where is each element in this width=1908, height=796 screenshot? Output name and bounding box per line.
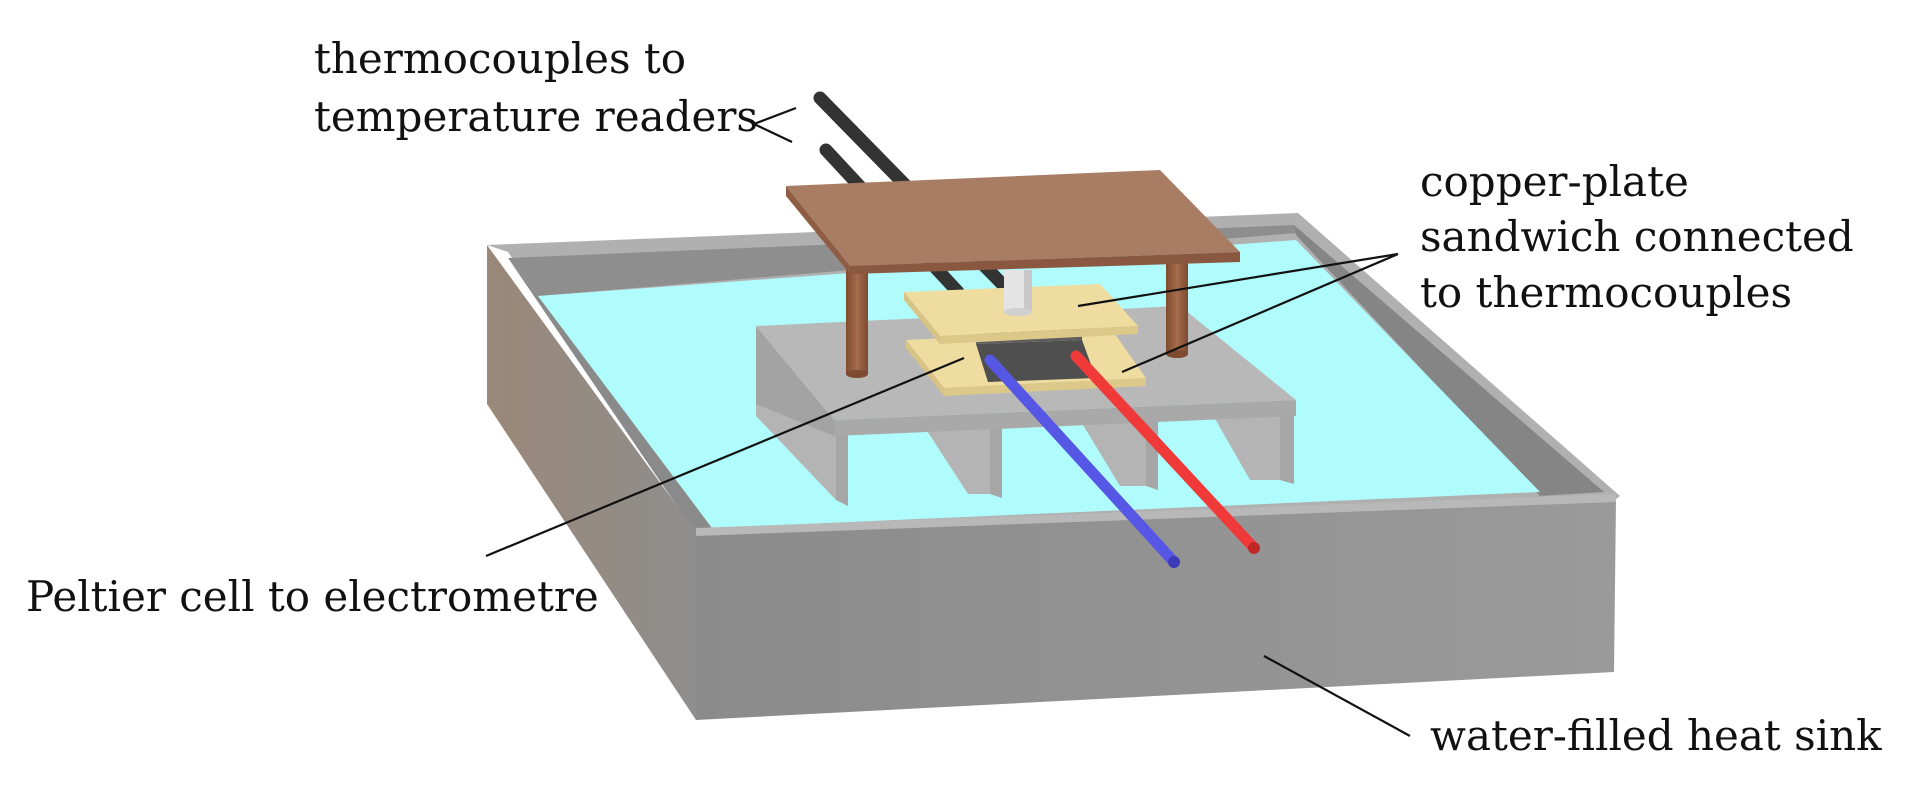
- stage-leg-face: [1080, 420, 1146, 486]
- thermocouple-leader: [751, 106, 797, 143]
- box-inner-left-wall: [508, 258, 712, 534]
- leader-lines: [485, 106, 1411, 737]
- copper-leader-lower: [1121, 252, 1399, 374]
- center-post-shade: [1024, 270, 1032, 312]
- copper-plate-label-line3: to thermocouples: [1420, 268, 1792, 317]
- blue-wire-end: [1168, 556, 1180, 568]
- copper-plate-left-edge: [786, 186, 850, 274]
- box-inner-right-wall: [1294, 225, 1604, 496]
- stage-leg-face: [920, 420, 990, 494]
- heat-sink-leader: [1263, 655, 1411, 737]
- upper-plate-front: [940, 326, 1138, 344]
- stage-leg: [836, 420, 848, 506]
- upper-plate-edge: [904, 292, 940, 344]
- peltier-cell-label: Peltier cell to electrometre: [26, 572, 599, 621]
- stage-leg-face: [1210, 410, 1280, 480]
- lower-plate-edge: [906, 340, 944, 396]
- center-post: [1004, 270, 1032, 316]
- copper-table: [786, 170, 1240, 378]
- peltier-wires: [984, 350, 1260, 568]
- peltier-leader: [485, 356, 965, 558]
- red-wire-end: [1248, 542, 1260, 554]
- box-left-side: [487, 245, 696, 720]
- copper-leg: [1166, 262, 1188, 354]
- copper-plate-top: [786, 170, 1240, 266]
- box-front-rim: [696, 494, 1616, 536]
- center-post-bottom: [1004, 308, 1032, 316]
- copper-leader-upper: [1077, 252, 1399, 308]
- stage-leg: [990, 420, 1002, 498]
- heat-sink-label: water-filled heat sink: [1430, 711, 1882, 760]
- copper-leg-foot: [846, 370, 868, 378]
- diagram-labels: thermocouples to temperature readers cop…: [26, 34, 1882, 760]
- thermocouples-label-line2: temperature readers: [314, 92, 758, 141]
- copper-plate-front-edge: [850, 252, 1240, 274]
- thermocouples-label-line1: thermocouples to: [314, 34, 686, 83]
- stage-left-side: [756, 326, 834, 436]
- blue-wire: [984, 354, 1180, 568]
- copper-plate-label-line2: sandwich connected: [1420, 212, 1854, 261]
- stage-leg: [1280, 410, 1294, 484]
- red-wire: [1070, 350, 1260, 554]
- box-front-side: [696, 498, 1616, 720]
- copper-plate-label-line1: copper-plate: [1420, 157, 1689, 206]
- copper-leg: [846, 262, 868, 374]
- stage-front: [834, 400, 1296, 436]
